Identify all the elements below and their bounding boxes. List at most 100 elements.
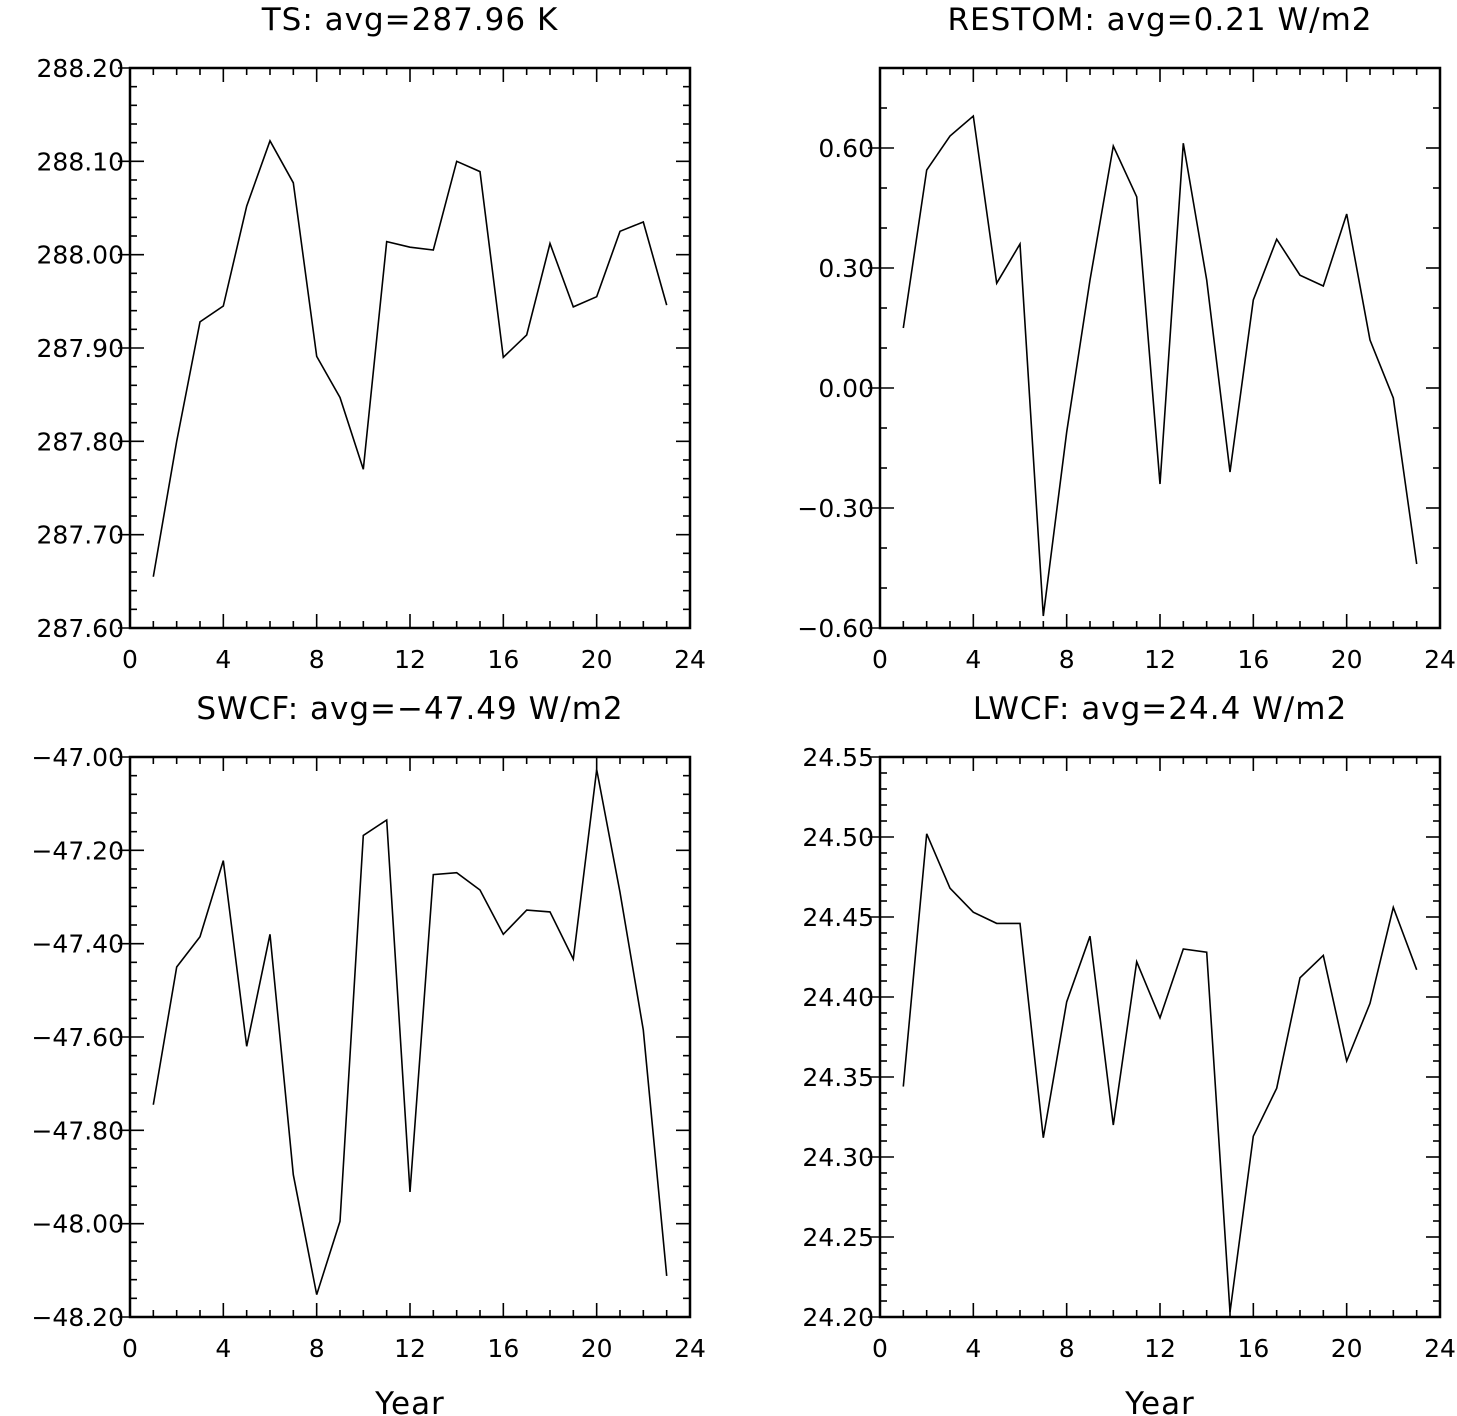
panel-2-y-tick-label: −0.60 [797,614,874,643]
panel-3-x-tick-label: 0 [122,1334,138,1363]
panel-3-data-point [292,1174,294,1176]
panel-3-x-tick-label: 8 [309,1334,325,1363]
panel-1-data-point [339,396,341,398]
panel-2-data-point [1066,431,1068,433]
panel-2-data-point [1089,279,1091,281]
panel-3-title: SWCF: avg=−47.49 W/m2 [196,691,623,727]
panel-3-data-point [199,936,201,938]
panel-1-x-tick-label: 12 [394,645,426,674]
panel-2-data-point [1369,339,1371,341]
panel-3-y-tick-label: −47.60 [31,1023,124,1052]
panel-2-data-point [1322,285,1324,287]
panel-1-data-point [526,334,528,336]
panel-1-data-point [292,182,294,184]
panel-4-data-point [1066,1001,1068,1003]
panel-1-x-tick-label: 8 [309,645,325,674]
panel-3-data-point [409,1191,411,1193]
panel-4-y-tick-label: 24.55 [802,743,874,772]
panel-3-plot-frame [128,755,692,1319]
panel-4-y-tick-label: 24.40 [802,983,874,1012]
panel-2: RESTOM: avg=0.21 W/m2 0 4 8 12 16 20 24 −0.60 −0.… [797,2,1456,674]
panel-1-data-point [152,576,154,578]
panel-3-y-tick-label: −47.20 [31,836,124,865]
panel-1-data-point [269,140,271,142]
panel-4-data-point [1346,1060,1348,1062]
panel-4-y-tick-label: 24.30 [802,1143,874,1172]
panel-4-data-point [1229,1311,1231,1313]
panel-3-data-point [246,1045,248,1047]
panel-3-x-tick-label: 24 [674,1334,706,1363]
panel-2-y-tick-label: −0.30 [797,494,874,523]
panel-3-data-point [666,1275,668,1277]
panel-3-y-tick-label: −47.80 [31,1116,124,1145]
panel-4-data-point [1416,969,1418,971]
panel-4-x-axis-label: Year [1124,1386,1195,1416]
panel-3-data-point [432,874,434,876]
panel-1-data-point [176,440,178,442]
panel-3-data-point [316,1294,318,1296]
panel-2-x-tick-label: 24 [1424,645,1456,674]
panel-1-data-point [362,468,364,470]
panel-2-data-point [1206,279,1208,281]
panel-3-data-point [619,891,621,893]
panel-1-data-point [549,242,551,244]
panel-4-y-tick-label: 24.25 [802,1223,874,1252]
panel-2-title: RESTOM: avg=0.21 W/m2 [947,2,1372,38]
panel-1-data-point [386,241,388,243]
panel-2-data-point [902,327,904,329]
panel-3-data-point [269,933,271,935]
panel-3-data-point [222,860,224,862]
panel-3-data-point [456,872,458,874]
panel-3-series-line [152,769,668,1295]
panel-1-data-point [456,160,458,162]
panel-1-y-tick-label: 287.70 [37,521,124,550]
panel-4-data-point [1042,1137,1044,1139]
panel-4-data-point [1159,1017,1161,1019]
panel-1-data-point [502,356,504,358]
panel-3-y-tick-label: −47.00 [31,743,124,772]
panel-4-data-point [1252,1135,1254,1137]
panel-2-y-tick-label: 0.60 [818,134,874,163]
panel-4-data-point [996,922,998,924]
panel-2-series-line [902,114,1418,617]
panel-2-data-point [1392,397,1394,399]
panel-3-data-point [549,911,551,913]
panel-4-data-point [902,1086,904,1088]
panel-3-data-point [339,1220,341,1222]
panel-1-data-point [642,221,644,223]
panel-4-x-tick-label: 24 [1424,1334,1456,1363]
panel-1-y-tick-label: 288.00 [37,241,124,270]
panel-4-data-point [1322,954,1324,956]
panel-4-data-point [1276,1087,1278,1089]
panel-2-data-point [949,135,951,137]
panel-1-data-point [432,249,434,251]
panel-3-y-tick-label: −47.40 [31,930,124,959]
panel-3-y-tick-label: −48.00 [31,1210,124,1239]
panel-1-data-point [222,305,224,307]
panel-1-data-point [246,205,248,207]
panel-3-y-tick-label: −48.20 [31,1303,124,1332]
panel-1-x-tick-label: 4 [215,645,231,674]
panel-4-data-point [926,833,928,835]
panel-2-x-tick-label: 4 [965,645,981,674]
panel-4-x-tick-label: 0 [872,1334,888,1363]
panel-4-y-tick-label: 24.20 [802,1303,874,1332]
panel-4-y-tick-label: 24.50 [802,823,874,852]
panel-2-x-tick-label: 8 [1059,645,1075,674]
panel-4-data-point [1299,977,1301,979]
panel-2-data-point [1276,238,1278,240]
panel-3-x-axis-label: Year [374,1386,445,1416]
panel-1-y-tick-label: 288.20 [37,54,124,83]
panel-4-data-point [1369,1002,1371,1004]
panel-2-data-point [1182,142,1184,144]
panel-1-data-point [572,306,574,308]
panel-4-data-point [972,911,974,913]
panel-1-x-tick-label: 0 [122,645,138,674]
panel-2-y-tick-label: 0.00 [818,374,874,403]
panel-4-data-point [1392,906,1394,908]
panel-2-data-point [1229,471,1231,473]
panel-4-title: LWCF: avg=24.4 W/m2 [973,691,1347,727]
panel-3: SWCF: avg=−47.49 W/m2 0 4 8 12 16 20 24 −48.20 −4… [31,691,705,1416]
panel-1-y-tick-label: 287.90 [37,334,124,363]
panel-2-data-point [1159,483,1161,485]
